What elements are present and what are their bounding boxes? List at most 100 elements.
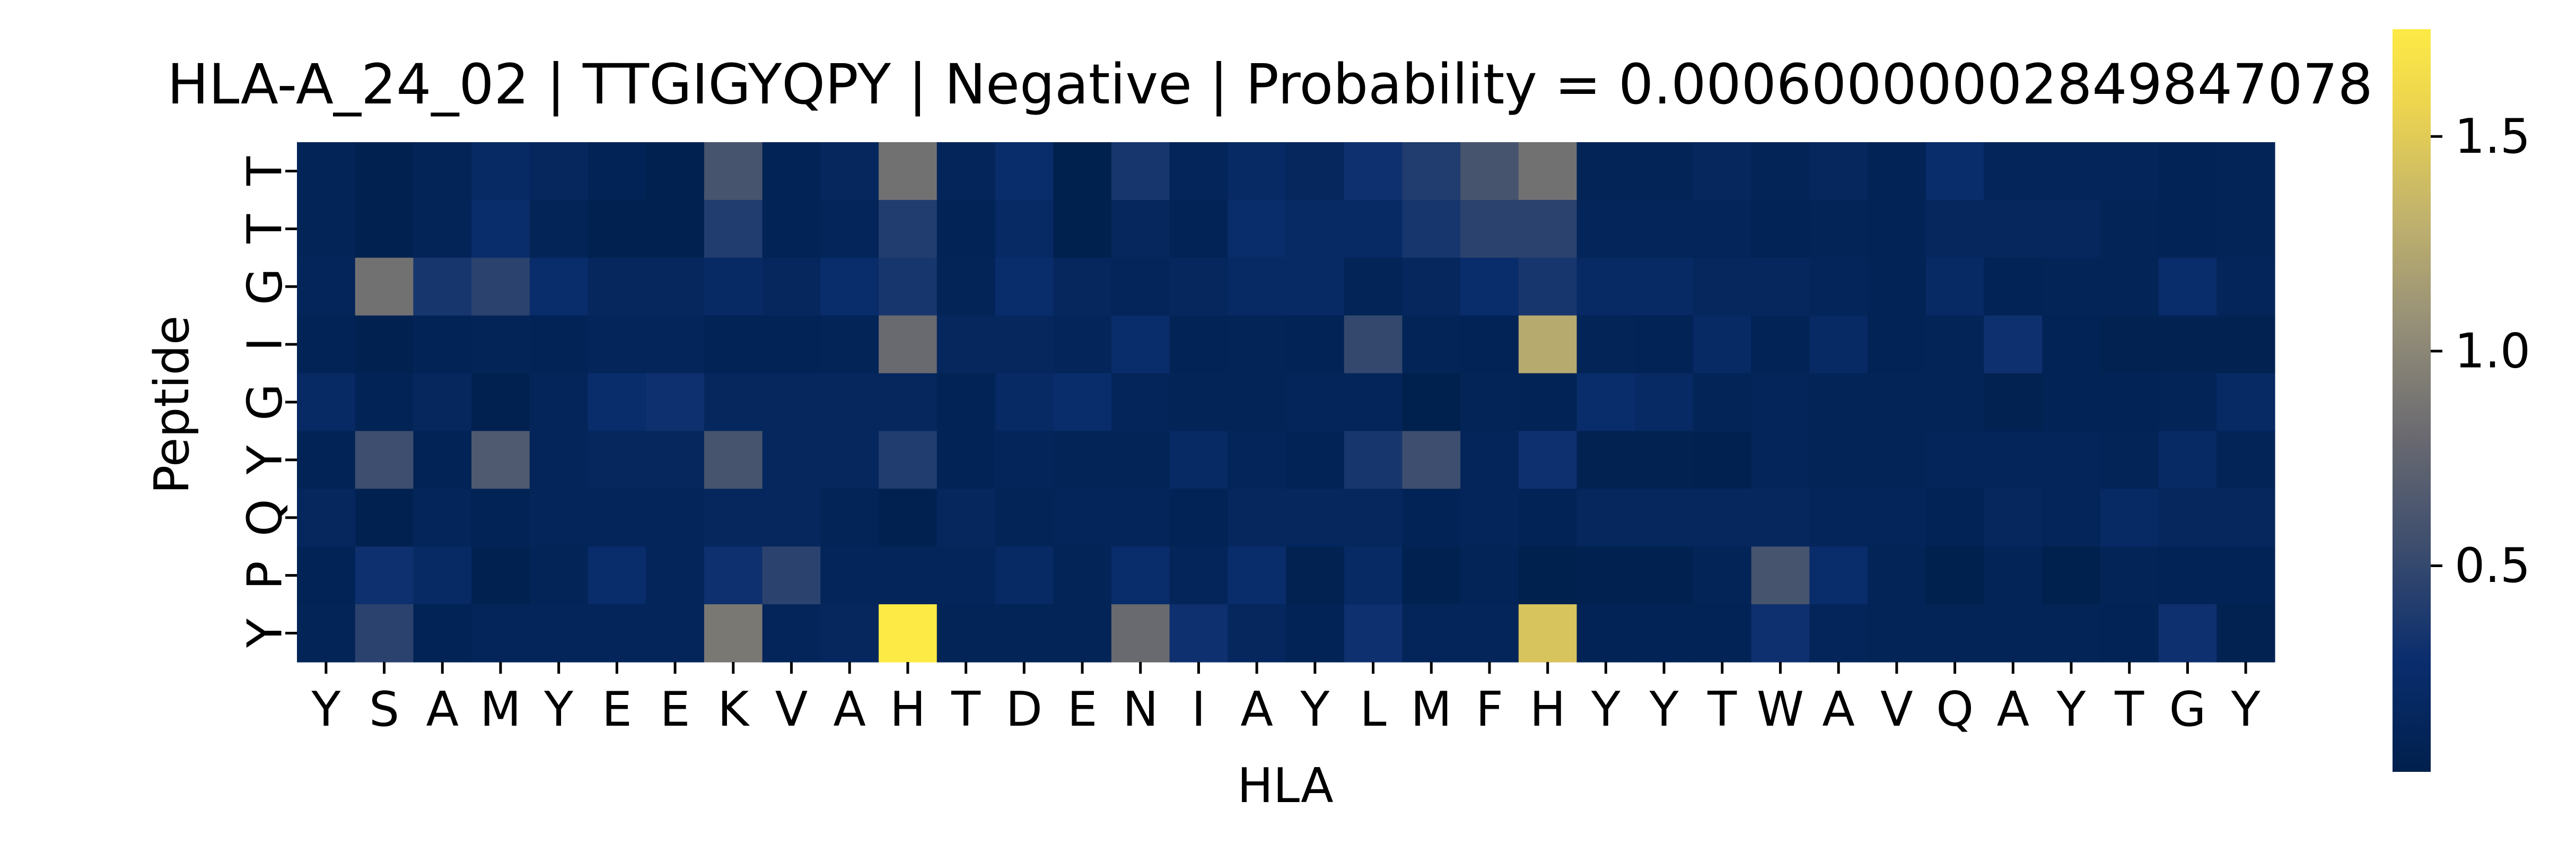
colorbar-tick-label: 1.5 (2455, 109, 2530, 164)
heatmap-cell (1576, 199, 1635, 258)
heatmap-cell (2158, 431, 2217, 489)
x-tick-label: E (602, 682, 632, 737)
heatmap-cell (413, 142, 472, 201)
x-tick-label: I (1191, 682, 1206, 737)
x-tick-label: A (833, 682, 866, 737)
heatmap-cell (1693, 546, 1752, 605)
heatmap-cell (1518, 489, 1578, 547)
heatmap-cell (762, 373, 821, 432)
colorbar-tick-label: 1.0 (2455, 323, 2530, 379)
heatmap-cell (2042, 546, 2101, 605)
heatmap-cell (529, 373, 589, 432)
x-tick-label: T (2114, 682, 2144, 737)
heatmap-cell (995, 489, 1054, 547)
heatmap-cell (1053, 373, 1112, 432)
heatmap-cell (1402, 431, 1461, 489)
heatmap-cell (1111, 373, 1170, 432)
heatmap-cell (1111, 315, 1170, 374)
heatmap-cell (1402, 604, 1461, 663)
heatmap-cell (2100, 257, 2159, 316)
x-tick-label: Y (311, 682, 341, 737)
heatmap-cell (936, 373, 996, 432)
heatmap-cell (2042, 489, 2101, 547)
heatmap-cell (297, 373, 356, 432)
heatmap-cell (1576, 315, 1635, 374)
heatmap-cell (1925, 373, 1985, 432)
heatmap-cell (355, 546, 414, 605)
heatmap-cell (1402, 142, 1461, 201)
heatmap-cell (529, 546, 589, 605)
heatmap-cell (1925, 604, 1985, 663)
heatmap-cell (2042, 142, 2101, 201)
y-tick-label: Y (238, 445, 293, 475)
heatmap-cell (1460, 257, 1519, 316)
heatmap-cell (762, 604, 821, 663)
heatmap-cell (1344, 431, 1403, 489)
heatmap-cell (820, 604, 879, 663)
y-tick-label: P (238, 561, 293, 590)
heatmap-cell (1693, 199, 1752, 258)
heatmap-cell (2158, 489, 2217, 547)
heatmap-cell (1286, 373, 1345, 432)
chart-title: HLA-A_24_02 | TTGIGYQPY | Negative | Pro… (167, 52, 2373, 117)
heatmap-cell (413, 431, 472, 489)
heatmap-cell (1809, 431, 1868, 489)
heatmap-cell (820, 373, 879, 432)
heatmap-cell (1344, 257, 1403, 316)
heatmap-cell (1984, 604, 2043, 663)
heatmap-cell (704, 373, 763, 432)
heatmap-cell (1751, 604, 1810, 663)
heatmap-cell (1868, 489, 1926, 547)
heatmap-cell (297, 199, 356, 258)
heatmap-cell (529, 489, 589, 547)
heatmap-cell (704, 315, 763, 374)
heatmap-cell (1053, 489, 1112, 547)
heatmap-cell (1693, 431, 1752, 489)
heatmap-cell (2216, 546, 2275, 605)
heatmap-cell (2158, 373, 2217, 432)
heatmap-cell (1693, 604, 1752, 663)
heatmap-cell (1053, 257, 1112, 316)
heatmap-cell (413, 315, 472, 374)
x-tick-label: E (1067, 682, 1098, 737)
heatmap-cell (1984, 199, 2043, 258)
heatmap-cell (2216, 431, 2275, 489)
heatmap-cell (529, 257, 589, 316)
x-tick-label: V (775, 682, 808, 737)
heatmap-cell (1169, 431, 1228, 489)
heatmap-cell (529, 604, 589, 663)
heatmap-cell (995, 199, 1054, 258)
heatmap-cell (1053, 546, 1112, 605)
heatmap-cell (1751, 489, 1810, 547)
heatmap-cell (1868, 142, 1926, 201)
heatmap-cell (1344, 142, 1403, 201)
heatmap-cell (471, 257, 530, 316)
heatmap-cell (646, 142, 705, 201)
heatmap-cell (1576, 489, 1635, 547)
heatmap-cell (2216, 604, 2275, 663)
heatmap-cell (2158, 199, 2217, 258)
heatmap-cell (2100, 431, 2159, 489)
heatmap-cell (529, 431, 589, 489)
heatmap-cell (995, 257, 1054, 316)
heatmap-cell (1169, 315, 1228, 374)
heatmap-cell (820, 546, 879, 605)
heatmap-cell (1518, 373, 1578, 432)
heatmap-cell (704, 489, 763, 547)
heatmap-cell (1111, 431, 1170, 489)
heatmap-cell (471, 373, 530, 432)
heatmap-cell (1518, 257, 1578, 316)
heatmap-cell (588, 604, 646, 663)
heatmap-cell (1693, 315, 1752, 374)
x-tick-label: A (1822, 682, 1855, 737)
heatmap-cell (1751, 257, 1810, 316)
heatmap-cell (1868, 199, 1926, 258)
heatmap-cell (995, 142, 1054, 201)
y-axis-label: Peptide (144, 316, 200, 494)
heatmap-cell (1925, 142, 1985, 201)
heatmap-cell (1169, 257, 1228, 316)
x-tick-label: G (2169, 682, 2206, 737)
heatmap-cell (879, 489, 937, 547)
x-tick-label: Y (2231, 682, 2261, 737)
heatmap-cell (2216, 373, 2275, 432)
